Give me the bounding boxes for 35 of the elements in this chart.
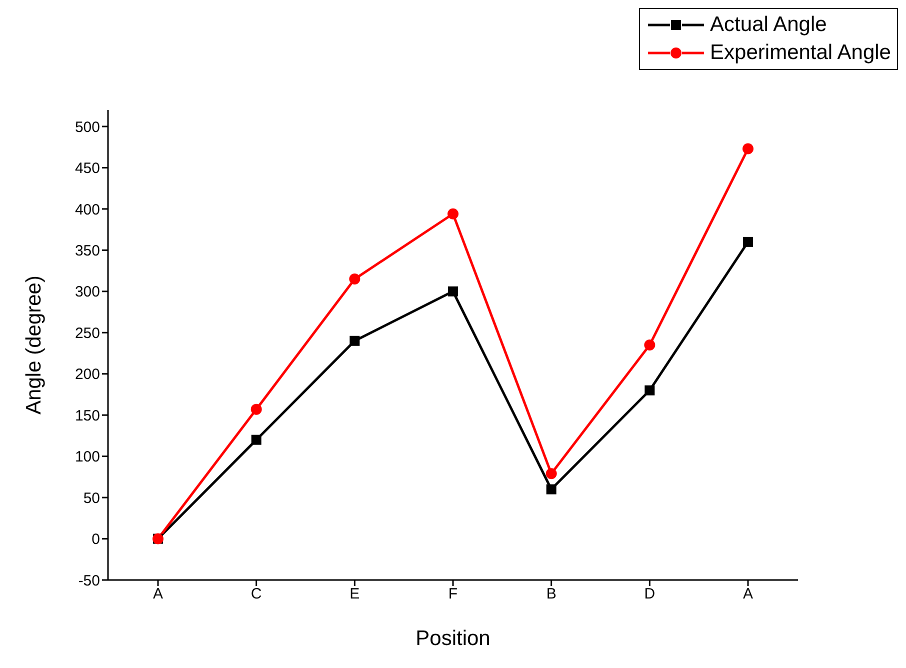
point (743, 236, 753, 247)
x-tick-label: D (644, 586, 656, 603)
y-tick-label: -50 (78, 572, 100, 590)
y-tick-label: 250 (74, 324, 100, 342)
point (350, 336, 360, 346)
point (742, 143, 754, 154)
point (448, 208, 458, 220)
point (644, 340, 656, 350)
y-tick-label: 350 (74, 242, 100, 260)
y-tick-label: 200 (74, 366, 100, 384)
y-tick-label: 150 (74, 407, 100, 424)
x-tick-label: C (250, 586, 262, 603)
legend-label: Experimental Angle (710, 41, 891, 65)
point (349, 274, 360, 285)
y-tick-label: 0 (92, 531, 100, 548)
x-tick-label: B (546, 586, 556, 603)
x-tick-label: E (350, 586, 360, 603)
x-tick-label: F (448, 586, 458, 603)
y-tick-label: 50 (83, 490, 100, 507)
point (448, 286, 458, 296)
point (250, 404, 262, 415)
y-tick-label: 400 (74, 201, 100, 218)
y-tick-label: 450 (74, 160, 100, 178)
legend-label: Actual Angle (710, 13, 827, 37)
point (251, 434, 262, 445)
x-tick-label: A (742, 586, 754, 603)
y-tick-label: 100 (74, 448, 100, 466)
point (546, 484, 556, 494)
y-tick-label: 500 (74, 118, 100, 136)
x-tick-label: A (152, 586, 164, 603)
y-tick-label: 300 (74, 284, 100, 301)
point (546, 468, 557, 480)
y-axis-title: Angle (degree) (22, 276, 46, 414)
x-axis-title: Position (416, 627, 490, 650)
point (644, 385, 655, 396)
